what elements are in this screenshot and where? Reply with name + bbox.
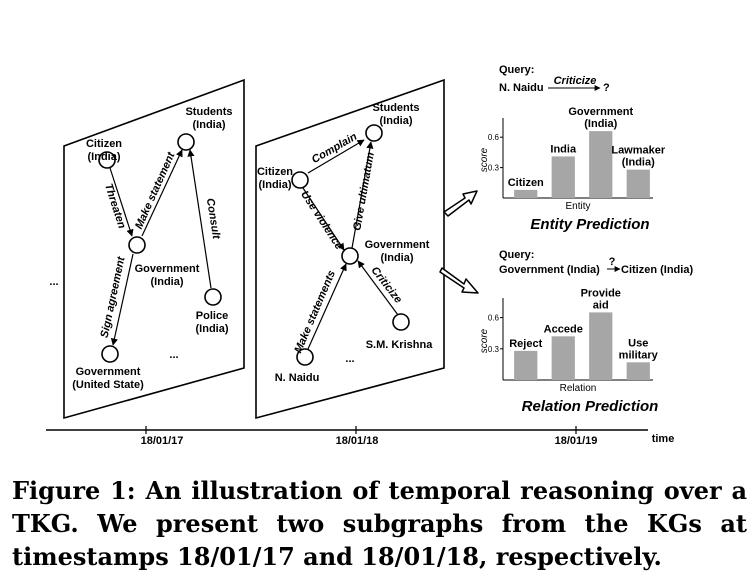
entity-query-object: ?	[603, 82, 610, 94]
edge-criticize	[357, 260, 399, 316]
arrow-to-entity-prediction	[443, 190, 478, 217]
relation-ytick-label: 0.3	[488, 345, 500, 354]
node-label-government-2: Government (India)	[365, 239, 430, 264]
entity-ytick-label: 0.3	[488, 164, 500, 173]
node-label-students-2: Students (India)	[372, 102, 419, 127]
edge-threaten	[109, 167, 134, 237]
entity-query-relation: Criticize	[554, 75, 597, 87]
entity-bar	[589, 131, 613, 198]
relation-bar-label: Use military	[619, 337, 659, 361]
entity-bar	[514, 189, 538, 198]
entity-bar-label: Citizen	[508, 177, 544, 189]
node-government-1	[128, 236, 146, 254]
relation-bar	[589, 312, 613, 380]
relation-y-axis-label: score	[479, 328, 490, 353]
entity-bar-label: Government (India)	[568, 106, 633, 130]
node-us-government	[101, 345, 119, 363]
node-label-n-naidu: N. Naidu	[275, 372, 320, 384]
edge-label-use-violence: Use violence	[298, 189, 345, 252]
relation-bar	[626, 362, 650, 380]
relation-query-relation: ?	[609, 256, 616, 268]
entity-bar	[551, 156, 575, 198]
arrow-to-relation-prediction	[439, 267, 479, 294]
edge-label-consult: Consult	[204, 197, 222, 241]
subgraph-plane-2	[255, 78, 445, 420]
entity-query-label: Query:	[499, 64, 534, 76]
ellipsis-left-graph: ...	[169, 349, 178, 361]
node-sm-krishna	[392, 313, 410, 331]
node-n-naidu	[296, 348, 314, 366]
relation-bar	[551, 336, 575, 380]
entity-ytick-label: 0.6	[488, 133, 500, 142]
entity-bar-label: Lawmaker (India)	[611, 145, 666, 169]
node-government-2	[341, 247, 359, 265]
node-label-sm-krishna: S.M. Krishna	[366, 339, 434, 351]
entity-bar-label: India	[550, 143, 577, 155]
relation-query-label: Query:	[499, 249, 534, 261]
figure-caption: Figure 1: An illustration of temporal re…	[12, 476, 747, 571]
relation-bar-label: Provide aid	[581, 287, 621, 311]
edge-label-complain: Complain	[310, 131, 360, 167]
relation-x-axis-label: Relation	[560, 383, 597, 394]
node-students-1	[177, 133, 195, 151]
node-citizen-1	[98, 151, 116, 169]
relation-chart-title: Relation Prediction	[522, 398, 659, 415]
timeline-date-1: 18/01/17	[141, 435, 184, 447]
edge-label-threaten: Threaten	[102, 182, 128, 230]
edge-complain	[307, 139, 365, 174]
timeline-date-3: 18/01/19	[555, 435, 598, 447]
entity-chart-title: Entity Prediction	[530, 216, 649, 233]
edge-label-make-statements: Make statements	[292, 269, 338, 355]
entity-query-subject: N. Naidu	[499, 82, 544, 94]
entity-y-axis-label: score	[479, 147, 490, 172]
tkg-figure: Students (India) Citizen (India) Governmen…	[46, 64, 693, 447]
node-police-1	[204, 288, 222, 306]
node-label-students-1: Students (India)	[185, 106, 232, 131]
relation-bar-label: Reject	[509, 338, 542, 350]
edge-make-statements	[307, 263, 347, 350]
timeline-date-2: 18/01/18	[336, 435, 379, 447]
node-label-citizen-1: Citizen (India)	[86, 138, 122, 163]
relation-query-subject: Government (India)	[499, 264, 600, 276]
edge-make-statement	[141, 149, 183, 237]
ellipsis-far-left: ...	[49, 276, 58, 288]
entity-bar	[626, 169, 650, 198]
node-label-us-government: Government (United State)	[72, 366, 144, 391]
relation-bar	[514, 350, 538, 380]
edge-sign-agreement	[110, 253, 134, 346]
entity-x-axis-label: Entity	[565, 201, 590, 212]
edge-label-make-statement: Make statement	[133, 149, 178, 230]
node-citizen-2	[291, 171, 309, 189]
relation-bar-label: Accede	[544, 323, 583, 335]
subgraph-plane-1	[63, 78, 245, 420]
node-students-2	[365, 124, 383, 142]
node-label-police-1: Police (India)	[196, 310, 229, 335]
ellipsis-right-graph: ...	[345, 353, 354, 365]
node-label-citizen-2: Citizen (India)	[257, 166, 293, 191]
edge-use-violence	[302, 187, 345, 251]
edge-give-ultimatum	[351, 141, 374, 249]
edge-consult	[187, 149, 212, 289]
entity-prediction-chart: 0.3 0.6 score Entity Citizen India Government(…	[479, 106, 666, 233]
relation-query-object: Citizen (India)	[621, 264, 693, 276]
edge-label-give-ultimatum: Give ultimatum	[351, 151, 377, 232]
timeline-time-label: time	[652, 433, 675, 445]
relation-ytick-label: 0.6	[488, 314, 500, 323]
node-label-government-1: Government (India)	[135, 263, 200, 288]
